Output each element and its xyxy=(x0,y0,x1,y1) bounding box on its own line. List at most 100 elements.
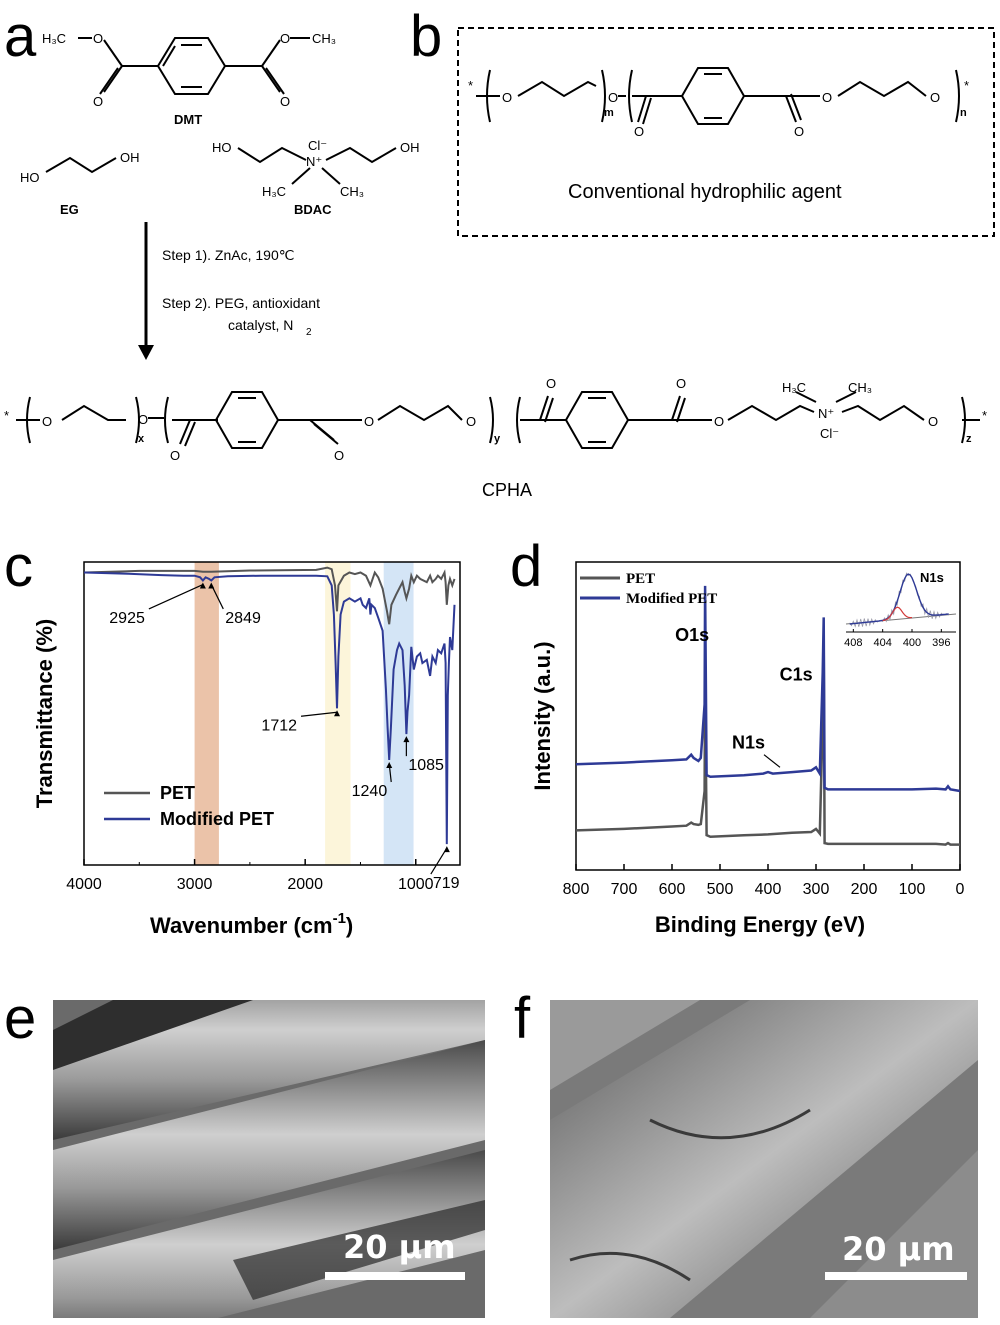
xps-inset-component xyxy=(882,606,912,622)
sem-texture-e xyxy=(53,1000,485,1318)
dmt-label: DMT xyxy=(174,112,202,127)
conv-o3: O xyxy=(634,124,644,139)
dmt-o2: O xyxy=(93,94,103,109)
xps-legend-label-1: Modified PET xyxy=(626,591,717,607)
xps-y-axis-label: Intensity (a.u.) xyxy=(530,641,555,790)
ftir-annotation-arrow xyxy=(148,584,204,610)
ftir-annotation-arrow xyxy=(210,584,224,610)
ftir-annotation-arrowhead xyxy=(208,582,215,589)
dmt-h3c: H₃C xyxy=(42,31,66,46)
ftir-annotation-719: 719 xyxy=(433,875,460,892)
xps-inset-tick-label: 404 xyxy=(873,637,891,649)
cpha-o8: O xyxy=(676,376,686,391)
bdac-oh: OH xyxy=(400,140,420,155)
sem-image-pet: 20 μm xyxy=(53,1000,485,1318)
conv-n: n xyxy=(960,107,967,119)
xps-peak-n1s: N1s xyxy=(732,732,765,752)
xps-inset-tick-label: 400 xyxy=(903,637,921,649)
ftir-band-0 xyxy=(194,562,219,865)
bdac-label: BDAC xyxy=(294,202,332,217)
cpha-o10: O xyxy=(928,414,938,429)
ftir-annotation-arrowhead xyxy=(443,846,450,853)
cpha-o1: O xyxy=(42,414,52,429)
dmt-ch3: CH₃ xyxy=(312,31,336,46)
xps-xtick-label: 300 xyxy=(803,881,830,898)
ftir-series-modified-pet xyxy=(83,571,456,845)
xps-plot-frame xyxy=(575,561,961,871)
xps-series-pet xyxy=(575,641,960,846)
cpha-star-right: * xyxy=(982,408,987,423)
xps-inset-tick-label: 408 xyxy=(844,637,862,649)
cpha-label: CPHA xyxy=(482,480,532,500)
conv-star-left: * xyxy=(468,78,473,93)
dmt-structure xyxy=(78,37,310,95)
cpha-structure xyxy=(16,391,980,449)
panel-label-b: b xyxy=(410,4,443,69)
cpha-o7: O xyxy=(546,376,556,391)
ftir-annotation-1712: 1712 xyxy=(261,717,297,734)
step2-text-2: catalyst, N xyxy=(228,317,293,333)
sem-texture-f xyxy=(550,1000,978,1318)
cpha-o3: O xyxy=(170,448,180,463)
bdac-ch3: CH₃ xyxy=(340,184,364,199)
ftir-annotation-1085: 1085 xyxy=(408,757,444,774)
cpha-o2: O xyxy=(138,412,148,427)
xps-legend-label-0: PET xyxy=(626,571,655,587)
cpha-x: x xyxy=(138,433,145,445)
conv-o5: O xyxy=(822,90,832,105)
step2-subscript: 2 xyxy=(306,327,312,338)
ftir-band-2 xyxy=(383,562,414,865)
ftir-annotation-1240: 1240 xyxy=(352,783,388,800)
step2-text: Step 2). PEG, antioxidant xyxy=(162,295,320,311)
xps-inset-fit xyxy=(849,573,949,625)
xps-n1s-arrow xyxy=(763,754,781,768)
xps-chart: 800 700 600 500 400 300 200 100 0 Binding Energy … xyxy=(530,561,965,937)
panel-label-a: a xyxy=(4,4,37,69)
ftir-xtick-label: 3000 xyxy=(177,876,213,893)
ftir-plot-frame xyxy=(83,561,461,866)
step1-text: Step 1). ZnAc, 190℃ xyxy=(162,247,294,263)
xps-x-axis-label: Binding Energy (eV) xyxy=(655,912,865,937)
ftir-legend-label-1: Modified PET xyxy=(160,809,274,829)
conv-m: m xyxy=(604,107,614,119)
dmt-o3: O xyxy=(280,31,290,46)
cpha-n: N⁺ xyxy=(818,406,834,421)
xps-series-modified-pet xyxy=(575,585,961,793)
cpha-o6: O xyxy=(466,414,476,429)
cpha-z: z xyxy=(966,433,972,445)
panel-label-e: e xyxy=(4,986,37,1051)
ftir-x-axis-label: Wavenumber (cm-1) xyxy=(150,910,353,938)
conv-o6: O xyxy=(930,90,940,105)
conv-o4: O xyxy=(794,124,804,139)
bdac-n: N⁺ xyxy=(306,154,322,169)
xps-xtick-label: 0 xyxy=(956,881,965,898)
ftir-annotation-arrowhead xyxy=(199,582,206,589)
conventional-label: Conventional hydrophilic agent xyxy=(568,181,842,203)
ftir-xtick-label: 1000 xyxy=(398,876,434,893)
bdac-ho: HO xyxy=(212,140,232,155)
panel-label-f: f xyxy=(514,986,531,1051)
panel-label-c: c xyxy=(4,534,33,599)
ftir-xtick-label: 2000 xyxy=(287,876,323,893)
cpha-o5: O xyxy=(364,414,374,429)
ftir-annotation-2925: 2925 xyxy=(109,610,145,627)
bdac-h3c: H₃C xyxy=(262,184,286,199)
ftir-xtick-label: 4000 xyxy=(66,876,102,893)
xps-xtick-label: 200 xyxy=(851,881,878,898)
cpha-h3c: H₃C xyxy=(782,380,806,395)
scale-bar-f xyxy=(825,1272,967,1280)
ftir-annotation-arrowhead xyxy=(386,762,393,768)
dmt-o1: O xyxy=(93,31,103,46)
scale-bar-label-e: 20 μm xyxy=(343,1228,456,1266)
cpha-ch3: CH₃ xyxy=(848,380,872,395)
panel-label-d: d xyxy=(510,534,543,599)
conv-o1: O xyxy=(502,90,512,105)
xps-xtick-label: 100 xyxy=(899,881,926,898)
bdac-structure xyxy=(237,146,397,185)
ftir-x-axis-end: ) xyxy=(346,913,353,938)
scale-bar-e xyxy=(325,1272,465,1280)
cpha-o4: O xyxy=(334,448,344,463)
scale-bar-label-f: 20 μm xyxy=(842,1230,955,1268)
conv-star-right: * xyxy=(964,78,969,93)
xps-inset-raw xyxy=(849,572,949,628)
